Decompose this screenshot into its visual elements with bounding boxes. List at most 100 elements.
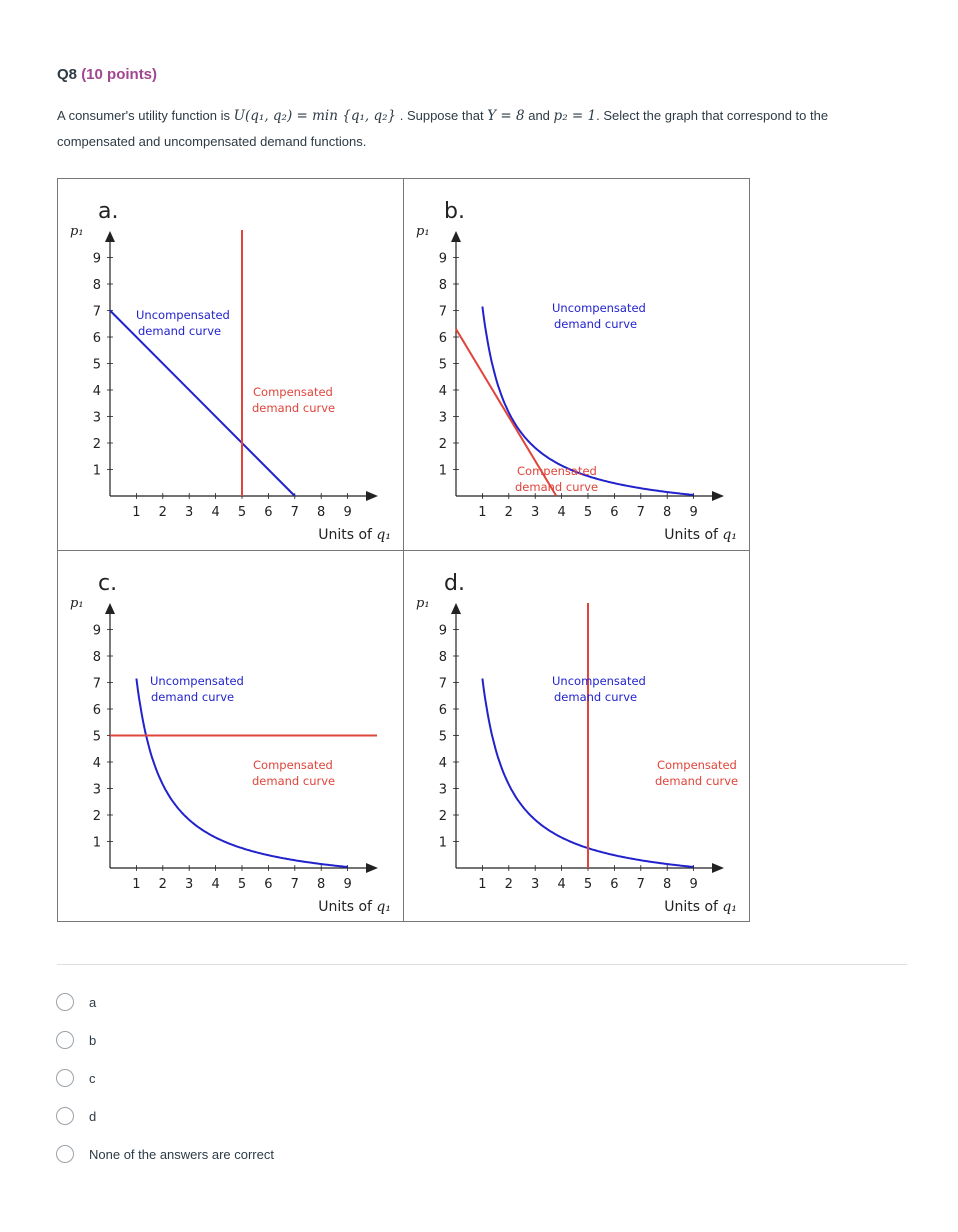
- panel-b-x-tick-label: 6: [610, 505, 618, 520]
- radio-button[interactable]: [56, 1107, 74, 1125]
- panel-d-comp-label-1: Compensated: [657, 758, 737, 772]
- panel-c-y-tick-label: 1: [93, 836, 101, 851]
- panel-c-comp-label-1: Compensated: [253, 758, 333, 772]
- panel-c-unc-label-1: Uncompensated: [150, 674, 244, 688]
- panel-d-y-axis-label: p₁: [416, 596, 430, 611]
- question-text-part: . Select the graph that correspond to th…: [57, 108, 829, 149]
- panel-c-x-tick-label: 7: [291, 877, 299, 892]
- panel-b-letter: b.: [444, 199, 465, 224]
- panel-c-x-tick-label: 1: [132, 877, 140, 892]
- panel-a-x-tick-label: 2: [159, 505, 167, 520]
- radio-button[interactable]: [56, 1145, 74, 1163]
- panel-c-x-tick-label: 6: [264, 877, 272, 892]
- panel-d-x-tick-label: 4: [557, 877, 565, 892]
- panel-b-y-tick-label: 1: [439, 464, 447, 479]
- panel-b-y-tick-label: 6: [439, 331, 447, 346]
- panel-d-y-axis-arrow: [451, 603, 461, 614]
- panel-b-x-tick-label: 9: [689, 505, 697, 520]
- panel-d-x-tick-label: 3: [531, 877, 539, 892]
- panel-b-x-tick-label: 7: [637, 505, 645, 520]
- panel-a-uncompensated-curve: [109, 309, 296, 497]
- panel-c-y-tick-label: 7: [93, 677, 101, 692]
- panel-b-x-tick-label: 3: [531, 505, 539, 520]
- radio-button[interactable]: [56, 1069, 74, 1087]
- panel-c-x-tick-label: 9: [343, 877, 351, 892]
- panel-c-x-axis-label: Units of q₁: [318, 899, 391, 915]
- panel-a-x-tick-label: 4: [211, 505, 219, 520]
- panel-a-y-tick-label: 7: [93, 305, 101, 320]
- radio-button[interactable]: [56, 1031, 74, 1049]
- figure-canvas: a. p₁ 1 1 2 2 3 3 4 4 5 5 6 6 7 7 8 8 9 9 Units of q₁ Uncompe…: [57, 178, 750, 922]
- panel-a-x-tick-label: 9: [343, 505, 351, 520]
- panel-a-x-tick-label: 6: [264, 505, 272, 520]
- panel-d-x-tick-label: 7: [637, 877, 645, 892]
- panel-b-y-tick-label: 9: [439, 252, 447, 267]
- answer-option-3[interactable]: c: [56, 1066, 96, 1090]
- panel-b-compensated-curve: [455, 328, 558, 497]
- answer-option-label: b: [89, 1032, 97, 1048]
- answer-option-2[interactable]: b: [56, 1028, 96, 1052]
- panel-d-unc-label-2: demand curve: [554, 690, 637, 704]
- panel-a-y-tick-label: 8: [93, 278, 101, 293]
- radio-button[interactable]: [56, 993, 74, 1011]
- panel-c-y-tick-label: 2: [93, 809, 101, 824]
- panel-c-y-tick-label: 9: [93, 624, 101, 639]
- panel-a-y-axis-arrow: [105, 231, 115, 242]
- panel-b-x-tick-label: 1: [478, 505, 486, 520]
- panel-a-comp-label-2: demand curve: [252, 401, 335, 415]
- panel-d-y-tick-label: 2: [439, 809, 447, 824]
- panel-c-y-axis-label: p₁: [70, 596, 84, 611]
- panel-c-unc-label-2: demand curve: [151, 690, 234, 704]
- panel-b-y-axis-label: p₁: [416, 224, 430, 239]
- panel-b-y-tick-label: 2: [439, 437, 447, 452]
- panel-b-y-tick-label: 3: [439, 411, 447, 426]
- answer-option-1[interactable]: a: [56, 990, 96, 1014]
- panel-a-x-tick-label: 1: [132, 505, 140, 520]
- panel-b-unc-label-1: Uncompensated: [552, 301, 646, 315]
- panel-c-y-tick-label: 8: [93, 650, 101, 665]
- panel-b-x-axis-label: Units of q₁: [664, 527, 737, 543]
- price-expression: p₂ = 1: [553, 108, 597, 124]
- panel-d-letter: d.: [444, 571, 465, 596]
- panel-d-x-tick-label: 9: [689, 877, 697, 892]
- divider: [57, 964, 907, 965]
- panel-a-x-tick-label: 5: [238, 505, 246, 520]
- panel-c-x-tick-label: 3: [185, 877, 193, 892]
- panel-a-x-tick-label: 7: [291, 505, 299, 520]
- panel-a-unc-label-1: Uncompensated: [136, 308, 230, 322]
- panel-d-y-tick-label: 9: [439, 624, 447, 639]
- panel-a-comp-label-1: Compensated: [253, 385, 333, 399]
- panel-d-x-tick-label: 8: [663, 877, 671, 892]
- answer-option-label: d: [89, 1108, 97, 1124]
- question-points: (10 points): [81, 66, 158, 83]
- answer-option-4[interactable]: d: [56, 1104, 96, 1128]
- question-text-part: . Suppose that: [399, 108, 484, 123]
- panel-d-y-tick-label: 7: [439, 677, 447, 692]
- panel-d-y-tick-label: 4: [439, 756, 447, 771]
- panel-a-y-tick-label: 2: [93, 437, 101, 452]
- panel-b-x-tick-label: 4: [557, 505, 565, 520]
- panel-c-y-axis-arrow: [105, 603, 115, 614]
- panel-c-y-tick-label: 4: [93, 756, 101, 771]
- panel-b-y-tick-label: 4: [439, 384, 447, 399]
- panel-c-y-tick-label: 6: [93, 703, 101, 718]
- question-text: A consumer's utility function is U(q₁, q…: [57, 103, 907, 154]
- panel-b-comp-label-1: Compensated: [517, 464, 597, 478]
- question-text-part: A consumer's utility function is: [57, 108, 230, 123]
- panel-a-y-tick-label: 4: [93, 384, 101, 399]
- panel-c-y-tick-label: 3: [93, 783, 101, 798]
- question-header: Q8 (10 points): [57, 66, 157, 83]
- panel-d-y-tick-label: 6: [439, 703, 447, 718]
- panel-c-x-axis-arrow: [366, 863, 378, 873]
- panel-d-y-tick-label: 8: [439, 650, 447, 665]
- panel-b-y-tick-label: 5: [439, 358, 447, 373]
- panel-d-comp-label-2: demand curve: [655, 774, 738, 788]
- panel-c-x-tick-label: 5: [238, 877, 246, 892]
- panel-a-unc-label-2: demand curve: [138, 324, 221, 338]
- panel-d-x-tick-label: 2: [505, 877, 513, 892]
- panel-c-comp-label-2: demand curve: [252, 774, 335, 788]
- panel-d-unc-label-1: Uncompensated: [552, 674, 646, 688]
- panel-a-y-tick-label: 9: [93, 252, 101, 267]
- panel-d-x-tick-label: 5: [584, 877, 592, 892]
- answer-option-5[interactable]: None of the answers are correct: [56, 1142, 274, 1166]
